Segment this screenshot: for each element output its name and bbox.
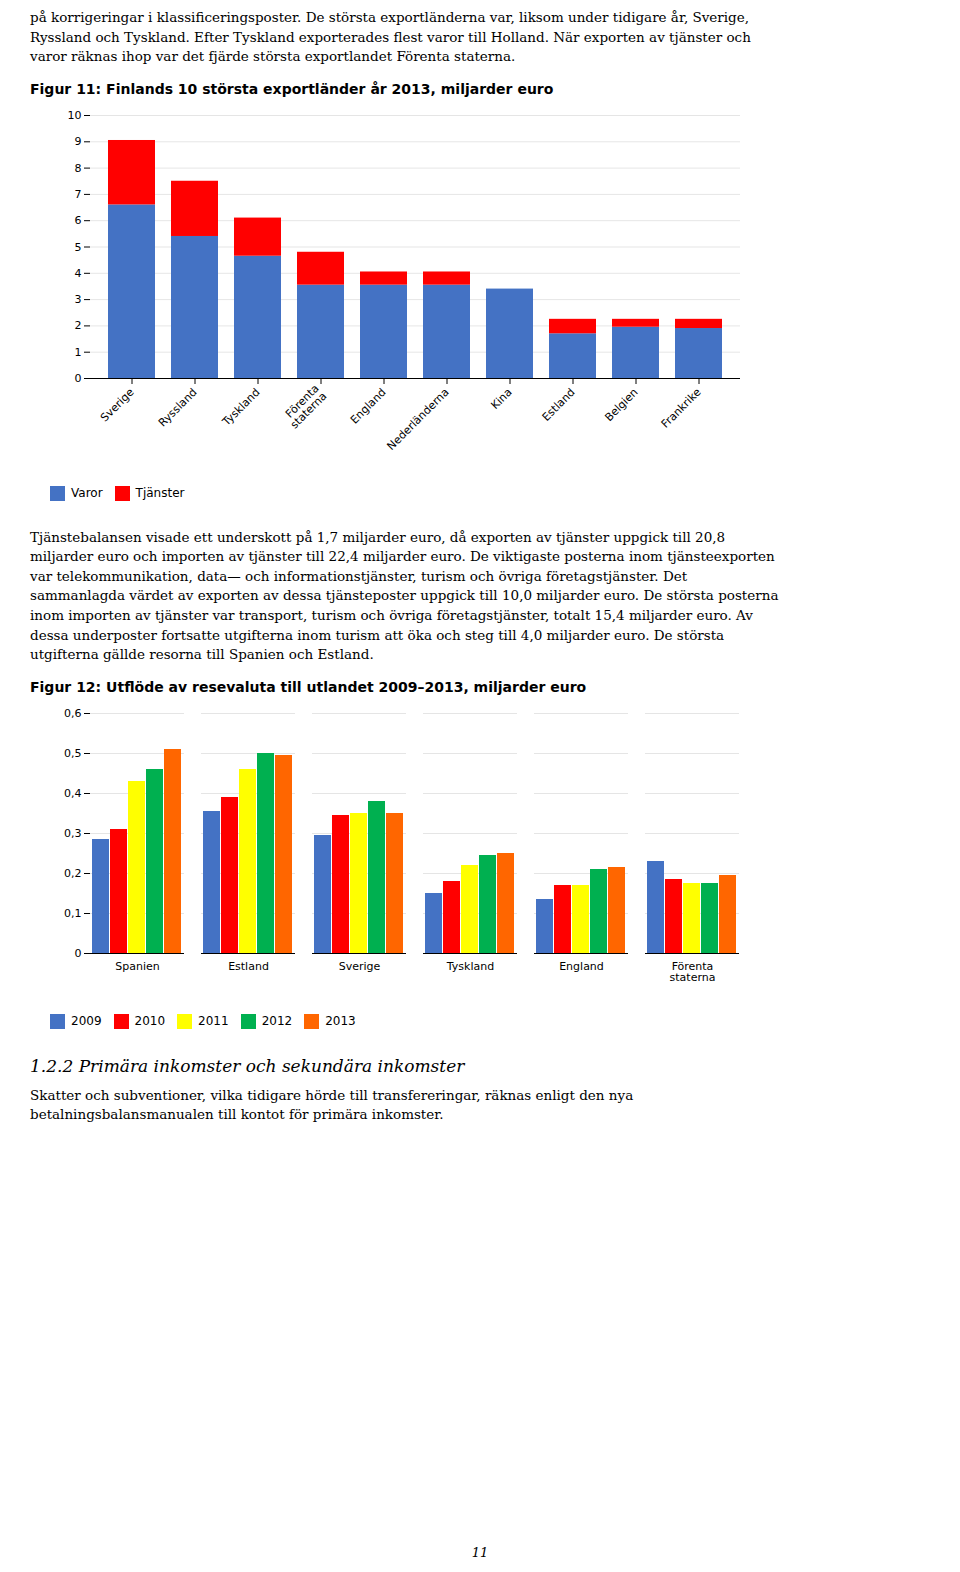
svg-text:0,4: 0,4: [64, 787, 82, 800]
svg-text:England: England: [559, 960, 604, 973]
svg-text:Belgien: Belgien: [602, 385, 640, 423]
svg-text:Förentastaterna: Förentastaterna: [670, 960, 716, 984]
svg-text:Spanien: Spanien: [115, 960, 160, 973]
svg-text:5: 5: [75, 240, 82, 253]
svg-text:0,1: 0,1: [64, 907, 82, 920]
svg-text:0,2: 0,2: [64, 867, 82, 880]
svg-text:10: 10: [68, 109, 82, 122]
svg-text:0: 0: [75, 947, 82, 960]
html-text:Figur 11: Finlands 10 största: Figur 11: Finlands 10 största exportländ…: [30, 80, 554, 97]
svg-text:3: 3: [75, 293, 82, 306]
html-text:på korrigeringar i klassificer: på korrigeringar i klassificeringsposter…: [30, 9, 751, 65]
html-text:Tjänster: Tjänster: [135, 486, 185, 501]
svg-text:Sverige: Sverige: [98, 385, 137, 424]
html-text:Skatter och subventioner, vilk: Skatter och subventioner, vilka tidigare…: [30, 1086, 634, 1123]
svg-text:1: 1: [75, 345, 82, 358]
svg-text:Tyskland: Tyskland: [219, 385, 262, 428]
html-text:2010: 2010: [134, 1014, 166, 1029]
html-text:2013: 2013: [325, 1014, 356, 1029]
html-text:11: 11: [471, 1545, 489, 1560]
html-text:2009: 2009: [71, 1014, 102, 1029]
svg-text:Tyskland: Tyskland: [446, 960, 494, 973]
svg-text:7: 7: [75, 188, 82, 201]
svg-text:Nederländerna: Nederländerna: [385, 385, 452, 452]
svg-text:4: 4: [75, 267, 82, 280]
svg-text:0,5: 0,5: [64, 747, 82, 760]
svg-text:Förentastaterna: Förentastaterna: [280, 382, 329, 431]
svg-text:8: 8: [75, 161, 82, 174]
html-text:Figur 12: Utflöde av resevalut: Figur 12: Utflöde av resevaluta till utl…: [30, 678, 587, 695]
svg-text:0: 0: [75, 372, 82, 385]
svg-text:9: 9: [75, 135, 82, 148]
svg-text:Estland: Estland: [228, 960, 269, 973]
html-text:Tjänstebalansen visade ett und: Tjänstebalansen visade ett underskott på…: [30, 528, 779, 663]
svg-text:0,3: 0,3: [64, 827, 82, 840]
svg-text:Ryssland: Ryssland: [156, 385, 200, 429]
svg-text:Estland: Estland: [540, 385, 578, 423]
svg-text:6: 6: [75, 214, 82, 227]
html-text:2012: 2012: [261, 1014, 293, 1029]
svg-text:0,6: 0,6: [64, 707, 82, 720]
svg-text:2: 2: [75, 319, 82, 332]
html-text:1.2.2 Primära inkomster och se: 1.2.2 Primära inkomster och sekundära in…: [30, 1055, 465, 1076]
html-text:2011: 2011: [198, 1014, 229, 1029]
svg-text:Kina: Kina: [488, 385, 514, 411]
svg-text:England: England: [348, 385, 389, 426]
svg-text:Sverige: Sverige: [339, 960, 381, 973]
html-text:Varor: Varor: [71, 486, 103, 501]
svg-text:Frankrike: Frankrike: [659, 385, 704, 430]
